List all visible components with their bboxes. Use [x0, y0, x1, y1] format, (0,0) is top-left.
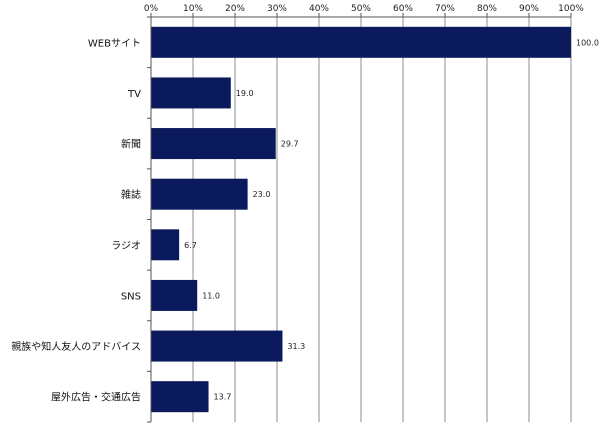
- x-tick-label: 100%: [558, 4, 584, 14]
- x-tick-label: 80%: [477, 4, 497, 14]
- category-label: ラジオ: [111, 240, 141, 252]
- data-label: 19.0: [236, 89, 254, 98]
- axes: [147, 16, 571, 423]
- x-tick-label: 60%: [393, 4, 413, 14]
- x-tick-label: 50%: [351, 4, 371, 14]
- category-label: 雑誌: [121, 188, 141, 201]
- bar: [151, 229, 180, 261]
- category-label: 新聞: [121, 138, 141, 151]
- x-tick-label: 90%: [519, 4, 539, 14]
- x-tick-label: 20%: [225, 4, 245, 14]
- data-label: 23.0: [253, 190, 271, 199]
- bar: [151, 77, 231, 109]
- category-label: WEBサイト: [88, 37, 141, 49]
- bar: [151, 128, 276, 160]
- x-tick-label: 30%: [267, 4, 287, 14]
- data-label: 29.7: [281, 140, 299, 149]
- bar: [151, 330, 283, 362]
- bar: [151, 381, 209, 413]
- x-tick-label: 10%: [183, 4, 203, 14]
- data-label: 11.0: [202, 291, 220, 300]
- data-label: 31.3: [287, 342, 305, 351]
- bar: [151, 26, 571, 58]
- bar: [151, 279, 198, 311]
- category-label: 屋外広告・交通広告: [51, 391, 141, 404]
- bar: [151, 178, 248, 210]
- category-label: SNS: [121, 291, 141, 302]
- x-tick-label: 40%: [309, 4, 329, 14]
- bars: [151, 26, 571, 413]
- category-label: TV: [127, 89, 141, 100]
- value-labels: 100.0 19.0 29.7 23.0 6.7 11.0 31.3 13.7: [184, 38, 599, 401]
- x-axis-ticks: 0% 10% 20% 30% 40% 50% 60% 70% 80% 90% 100%: [144, 4, 584, 17]
- x-tick-label: 0%: [144, 4, 159, 14]
- data-label: 100.0: [576, 38, 599, 47]
- x-tick-label: 70%: [435, 4, 455, 14]
- data-label: 6.7: [184, 241, 197, 250]
- category-label: 親族や知人友人のアドバイス: [11, 340, 141, 353]
- data-label: 13.7: [214, 393, 232, 402]
